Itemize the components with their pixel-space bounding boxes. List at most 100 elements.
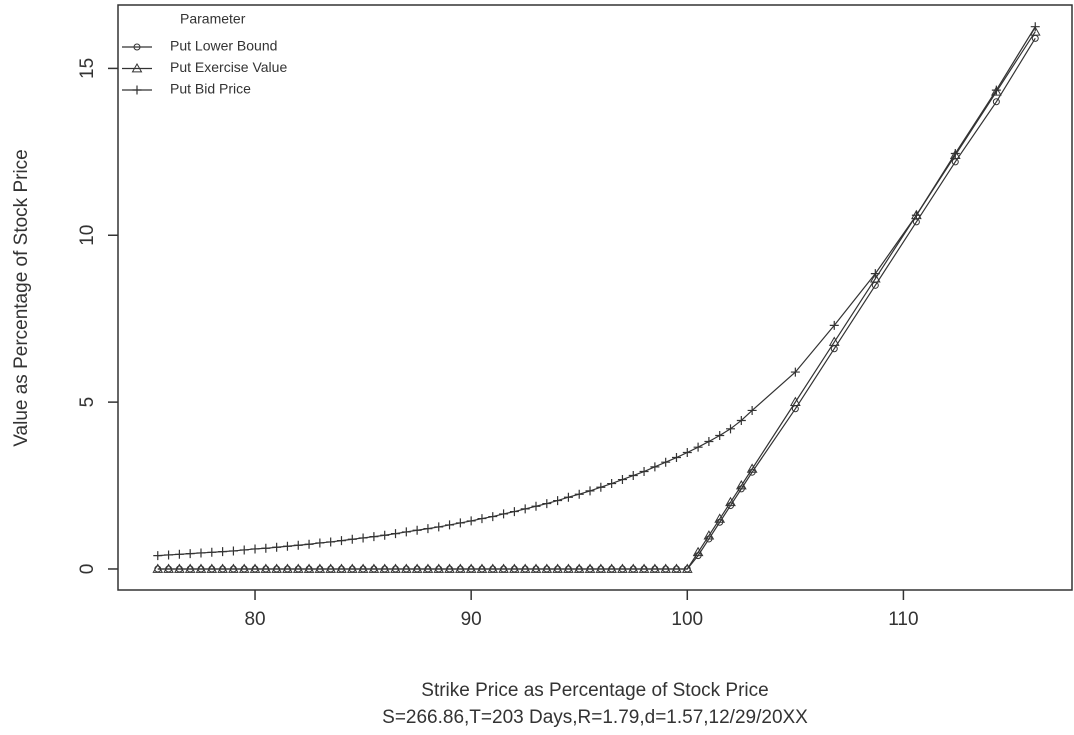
marker — [164, 550, 174, 560]
x-tick-label: 80 — [244, 609, 265, 630]
marker — [627, 563, 639, 573]
subtitle: S=266.86,T=203 Days,R=1.79,d=1.57,12/29/… — [382, 707, 808, 728]
marker — [304, 539, 314, 549]
marker — [829, 320, 839, 330]
marker — [607, 479, 617, 489]
legend-marker — [133, 43, 141, 51]
marker — [747, 405, 757, 415]
marker — [949, 149, 961, 160]
marker — [422, 563, 434, 573]
marker — [444, 563, 455, 573]
marker — [870, 269, 880, 279]
marker — [638, 563, 650, 573]
marker — [326, 537, 336, 547]
marker — [455, 518, 465, 528]
marker — [498, 563, 509, 573]
marker — [692, 546, 704, 557]
x-tick-label: 90 — [461, 609, 482, 630]
y-tick-label: 5 — [77, 397, 98, 408]
marker — [703, 530, 715, 540]
marker — [292, 563, 304, 573]
marker — [693, 442, 703, 452]
marker — [379, 563, 391, 573]
marker — [596, 482, 606, 492]
legend-marker — [132, 85, 142, 95]
marker — [423, 524, 433, 534]
marker — [650, 462, 660, 472]
marker — [346, 563, 358, 573]
marker — [661, 457, 671, 467]
marker — [671, 563, 682, 573]
marker — [639, 467, 649, 477]
marker — [260, 563, 272, 573]
marker — [617, 475, 627, 485]
legend-marker — [131, 62, 143, 73]
series-line — [157, 26, 1036, 557]
marker — [239, 545, 249, 555]
legend-label: Put Lower Bound — [170, 38, 277, 54]
marker — [476, 563, 488, 573]
marker — [509, 563, 520, 573]
marker — [950, 149, 960, 159]
marker — [185, 549, 195, 559]
marker — [735, 480, 747, 490]
marker — [487, 563, 499, 573]
marker — [736, 415, 746, 425]
marker — [465, 563, 477, 573]
marker — [520, 504, 530, 514]
marker — [325, 563, 337, 573]
marker — [358, 533, 368, 543]
marker — [411, 563, 423, 573]
marker — [563, 563, 574, 573]
marker — [531, 501, 541, 511]
marker — [174, 563, 185, 573]
marker — [563, 492, 573, 502]
marker — [553, 496, 563, 506]
marker — [434, 522, 444, 532]
marker — [595, 563, 607, 573]
marker — [519, 563, 531, 573]
series-line — [157, 38, 1036, 570]
marker — [152, 563, 164, 573]
marker — [715, 430, 725, 440]
y-tick-label: 15 — [77, 58, 98, 79]
marker — [828, 336, 840, 346]
marker — [412, 525, 422, 535]
marker — [628, 471, 638, 481]
marker — [499, 509, 509, 519]
marker — [357, 563, 369, 573]
y-tick-label: 10 — [77, 225, 98, 246]
marker — [314, 563, 326, 573]
marker — [725, 496, 736, 507]
legend-title: Parameter — [180, 11, 246, 27]
marker — [606, 563, 618, 573]
marker — [714, 513, 726, 523]
marker — [990, 86, 1002, 96]
marker — [390, 563, 401, 573]
legend-label: Put Exercise Value — [170, 59, 287, 75]
marker — [704, 436, 714, 446]
marker — [541, 563, 553, 573]
marker — [217, 563, 228, 573]
marker — [617, 563, 628, 573]
marker — [746, 463, 758, 473]
y-tick-label: 0 — [77, 564, 98, 575]
marker — [660, 563, 672, 573]
marker — [228, 563, 239, 573]
marker — [445, 520, 455, 530]
marker — [991, 85, 1001, 95]
marker — [992, 98, 1000, 106]
marker — [869, 273, 881, 283]
plot-frame — [117, 4, 1073, 591]
marker — [272, 542, 282, 552]
marker — [368, 563, 380, 573]
marker — [303, 563, 315, 573]
marker — [184, 563, 196, 573]
y-axis-label: Value as Percentage of Stock Price — [11, 149, 32, 446]
marker — [250, 544, 260, 554]
marker — [315, 538, 325, 548]
marker — [163, 563, 174, 573]
marker — [271, 563, 283, 573]
series-line — [157, 31, 1036, 570]
